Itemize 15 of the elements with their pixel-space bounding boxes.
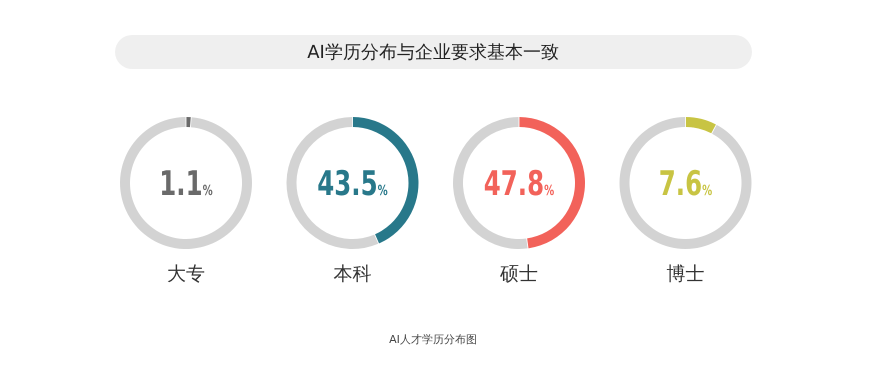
donut-slice xyxy=(186,117,191,128)
text: 43.5% xyxy=(317,164,388,204)
donut-slice xyxy=(120,117,252,249)
text: 47.8% xyxy=(484,164,555,204)
donut-slice xyxy=(620,117,752,249)
text: 大专 xyxy=(167,263,205,285)
text: 本科 xyxy=(334,263,372,285)
text: AI人才学历分布图 xyxy=(389,333,477,346)
donut-slice xyxy=(286,117,378,249)
donut-slice xyxy=(686,117,716,134)
text: 硕士 xyxy=(499,263,538,285)
text: 7.6% xyxy=(658,164,713,204)
text: 博士 xyxy=(666,263,704,285)
text: AI学历分布与企业要求基本一致 xyxy=(307,42,559,63)
text: 1.1% xyxy=(159,164,214,204)
